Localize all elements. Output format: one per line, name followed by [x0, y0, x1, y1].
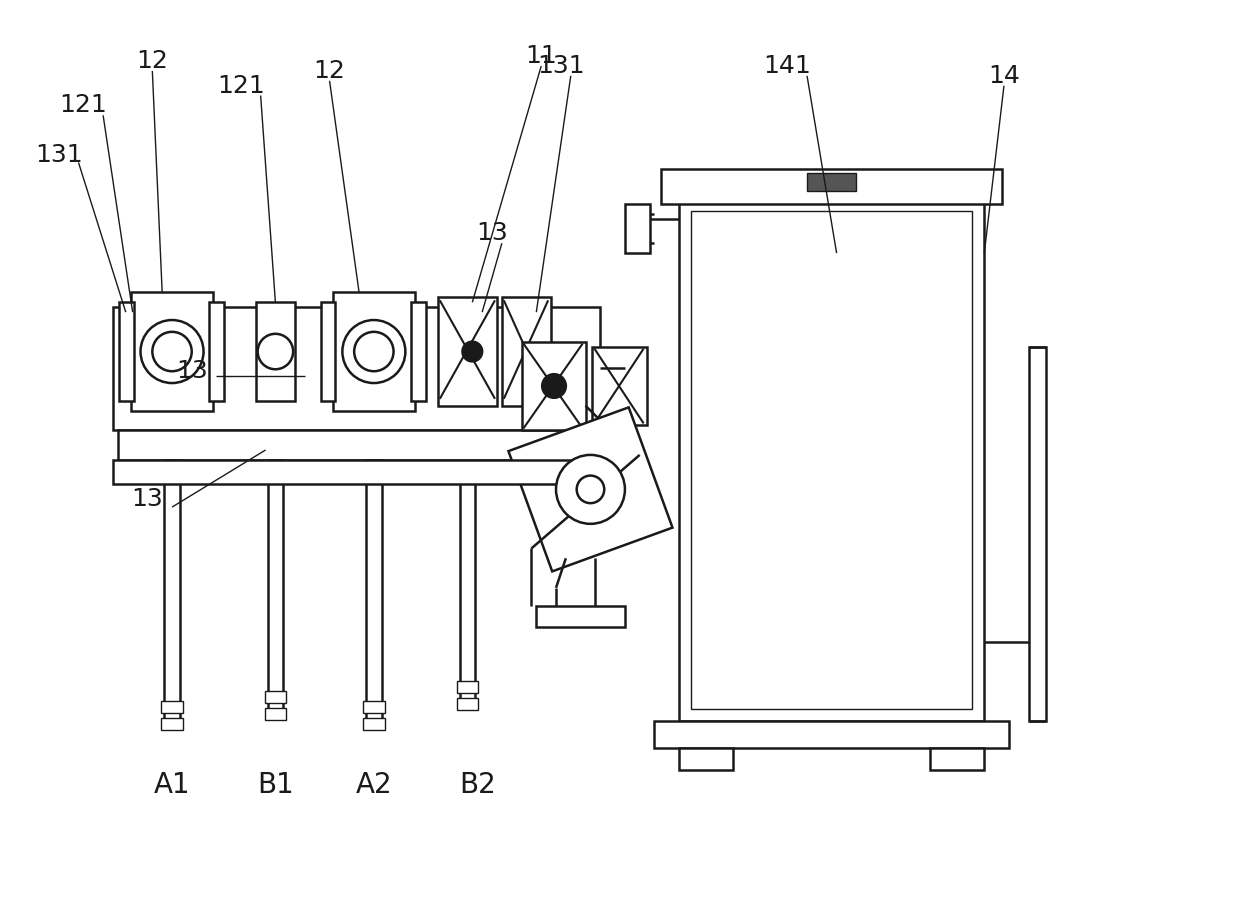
Text: B2: B2	[459, 770, 496, 798]
Bar	[460, 479, 475, 706]
Bar	[363, 701, 384, 713]
Bar	[210, 302, 224, 401]
Text: 131: 131	[35, 143, 83, 166]
Text: 13: 13	[476, 221, 508, 245]
Bar	[655, 721, 1009, 748]
Circle shape	[140, 320, 203, 383]
Bar	[161, 701, 182, 713]
Bar	[264, 691, 286, 703]
Text: 141: 141	[764, 54, 811, 78]
Text: A1: A1	[154, 770, 191, 798]
Polygon shape	[508, 407, 672, 572]
Bar	[412, 302, 427, 401]
Bar	[130, 292, 213, 411]
Bar	[680, 748, 733, 770]
Bar	[164, 459, 180, 725]
Bar	[456, 699, 479, 710]
Bar	[118, 431, 595, 459]
Text: 14: 14	[988, 64, 1021, 88]
Bar	[537, 606, 625, 628]
Text: 13: 13	[131, 487, 164, 512]
Bar	[268, 459, 283, 716]
Text: 12: 12	[314, 59, 346, 83]
Circle shape	[355, 332, 393, 371]
Text: 121: 121	[60, 93, 108, 118]
Bar	[113, 459, 600, 485]
Circle shape	[542, 374, 565, 398]
Bar	[502, 298, 551, 405]
Bar	[593, 347, 646, 425]
Circle shape	[577, 476, 604, 503]
Bar	[113, 307, 600, 431]
Bar	[255, 302, 295, 401]
Bar	[456, 681, 479, 693]
Bar	[807, 174, 857, 191]
Bar	[438, 298, 497, 405]
Text: 13: 13	[176, 360, 207, 383]
Bar	[691, 210, 972, 709]
Bar	[363, 717, 384, 730]
Bar	[366, 459, 382, 725]
Bar	[161, 717, 182, 730]
Text: 131: 131	[537, 54, 585, 78]
Circle shape	[463, 342, 482, 361]
Text: 12: 12	[136, 49, 169, 73]
Text: 11: 11	[526, 44, 557, 68]
Bar	[661, 169, 1002, 204]
Bar	[680, 199, 985, 721]
Bar	[264, 708, 286, 720]
Circle shape	[258, 334, 293, 369]
Bar	[625, 204, 650, 254]
Bar	[119, 302, 134, 401]
Text: A2: A2	[356, 770, 392, 798]
Circle shape	[556, 455, 625, 524]
Circle shape	[342, 320, 405, 383]
Bar	[930, 748, 985, 770]
Circle shape	[153, 332, 192, 371]
Text: 121: 121	[217, 74, 265, 98]
Bar	[1029, 347, 1047, 721]
Bar	[321, 302, 336, 401]
Bar	[522, 342, 585, 431]
Bar	[332, 292, 415, 411]
Text: B1: B1	[257, 770, 294, 798]
